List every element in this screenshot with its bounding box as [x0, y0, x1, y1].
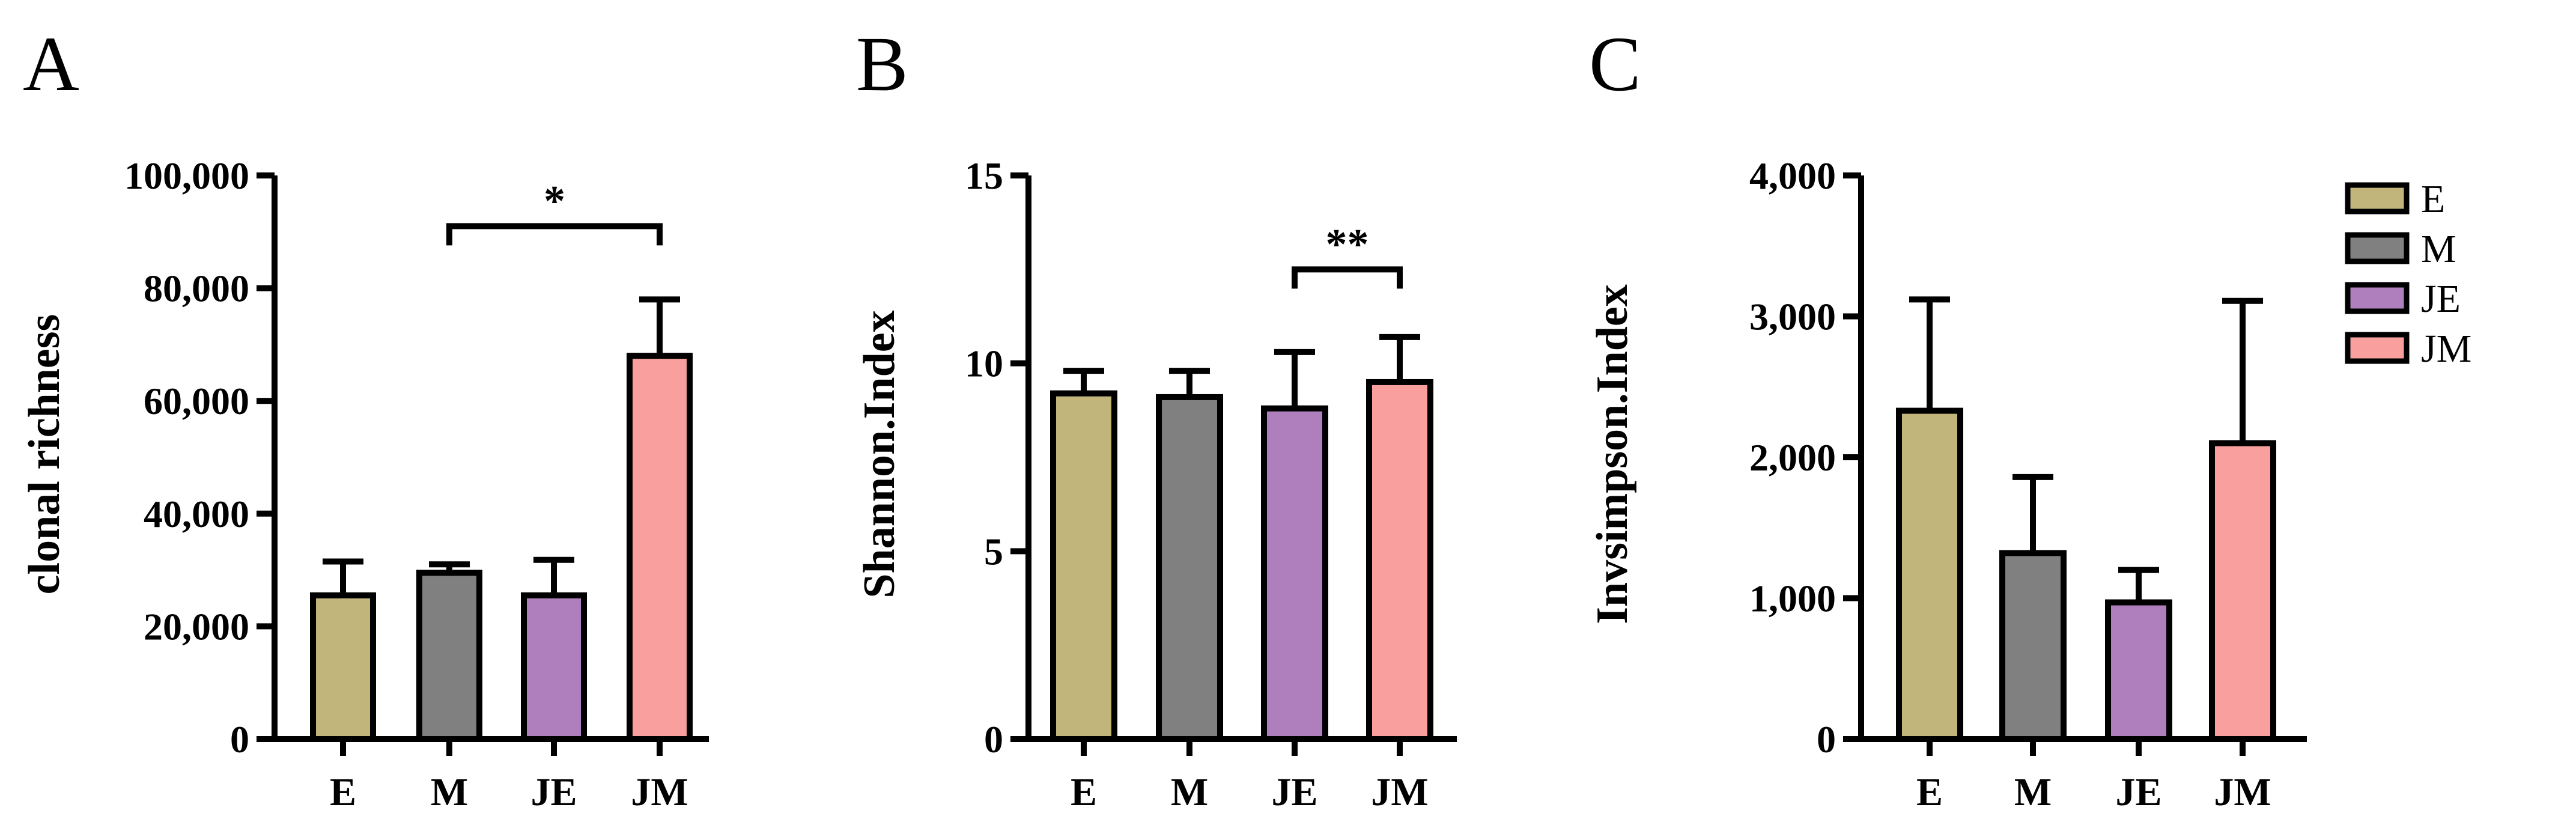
x-tick-label-b: E: [1071, 770, 1097, 814]
bar-c-m: [1999, 550, 2067, 743]
panel-a: A clonal richness 0 20,000 40,000 60,000 80,…: [20, 21, 709, 814]
bar-c-je: [2105, 599, 2172, 742]
panel-letter-b: B: [856, 21, 908, 108]
x-tick-label-a: JE: [530, 770, 577, 814]
bar-b-m: [1156, 394, 1223, 742]
x-tick-label-c: JE: [2115, 770, 2161, 814]
panel-letter-c: C: [1589, 21, 1641, 108]
bar-a-je: [521, 592, 587, 742]
x-tick-label-a: JM: [631, 770, 688, 814]
legend-swatch-m: [2345, 232, 2410, 264]
y-tick-label-c: 4,000: [1749, 154, 1836, 197]
y-tick-label-a: 0: [230, 718, 249, 761]
x-tick-label-b: M: [1171, 770, 1208, 814]
y-tick-label-c: 2,000: [1749, 436, 1836, 479]
y-tick-label-a: 40,000: [144, 493, 249, 535]
legend: EM JE JM: [2345, 177, 2471, 371]
y-tick-label-b: 10: [965, 342, 1003, 385]
y-tick-label-b: 0: [984, 718, 1003, 761]
y-tick-label-a: 60,000: [144, 380, 249, 422]
x-tick-label-c: M: [2014, 770, 2052, 814]
bar-a-jm: [627, 353, 693, 742]
bar-a-m: [416, 570, 482, 742]
y-axis-label-b: Shannon.Index: [855, 310, 904, 598]
significance-bracket-b: [1292, 266, 1403, 289]
panel-c: C Invsimpson.Index 0 1,000 2,000 3,000 4,000…: [1588, 21, 2307, 814]
panel-b: B Shannon.Index 0 5 10 15 E M JE JM **: [855, 21, 1457, 814]
bar-c-e: [1896, 407, 1963, 742]
legend-label-e: E: [2421, 177, 2445, 221]
bar-b-je: [1261, 405, 1328, 742]
bar-b-e: [1050, 390, 1117, 742]
x-tick-label-a: M: [431, 770, 468, 814]
legend-label-m: M: [2421, 227, 2456, 271]
y-tick-label-c: 3,000: [1749, 296, 1836, 338]
y-axis-label-c: Invsimpson.Index: [1588, 284, 1637, 624]
y-tick-label-c: 0: [1817, 718, 1836, 761]
significance-label-b: **: [1326, 220, 1369, 268]
significance-bracket-a: [446, 223, 663, 246]
legend-swatch-e: [2345, 182, 2410, 215]
x-tick-label-c: JM: [2214, 770, 2271, 814]
x-tick-label-c: E: [1916, 770, 1943, 814]
bar-c-jm: [2209, 440, 2276, 742]
x-tick-label-b: JM: [1371, 770, 1428, 814]
x-tick-label-a: E: [330, 770, 356, 814]
legend-swatch-jm: [2345, 332, 2410, 364]
panel-letter-a: A: [23, 21, 79, 108]
y-tick-label-a: 100,000: [124, 154, 249, 197]
legend-swatch-je: [2345, 282, 2410, 314]
y-tick-label-a: 20,000: [144, 605, 249, 648]
y-tick-label-c: 1,000: [1749, 577, 1836, 620]
bar-a-e: [310, 592, 376, 742]
y-tick-label-b: 15: [965, 154, 1003, 197]
y-tick-label-b: 5: [984, 530, 1003, 573]
significance-label-a: *: [544, 177, 565, 225]
x-tick-label-b: JE: [1271, 770, 1317, 814]
bar-b-jm: [1366, 379, 1433, 742]
y-axis-label-a: clonal richness: [20, 314, 69, 595]
legend-label-jm: JM: [2421, 327, 2471, 371]
legend-label-je: JE: [2421, 277, 2461, 321]
y-tick-label-a: 80,000: [144, 267, 249, 310]
